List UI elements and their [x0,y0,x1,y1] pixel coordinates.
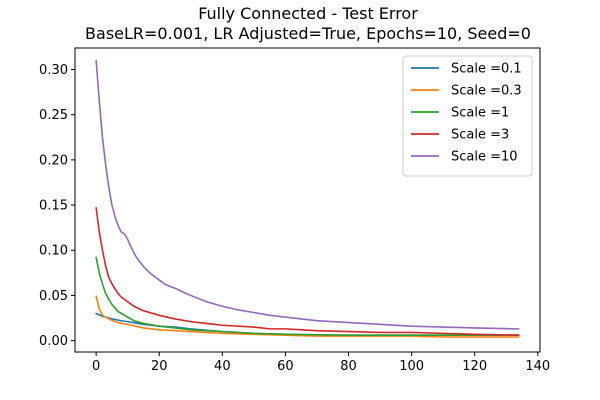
x-tick-label: 0 [92,359,100,374]
legend-label-3: Scale =3 [451,128,509,143]
y-tick-label: 0.00 [39,334,68,349]
y-tick-label: 0.05 [39,289,68,304]
series-line-1 [95,295,520,338]
legend-label-2: Scale =1 [451,106,509,121]
legend-label-4: Scale =10 [451,150,518,165]
x-tick-label: 80 [340,359,357,374]
x-tick-label: 20 [151,359,168,374]
series-line-4 [95,59,520,330]
y-tick-label: 0.20 [39,153,68,168]
y-tick-label: 0.30 [39,63,68,78]
x-tick-label: 140 [525,359,550,374]
legend-label-1: Scale =0.3 [451,84,522,99]
y-tick-label: 0.10 [39,244,68,259]
y-tick-label: 0.25 [39,108,68,123]
x-tick-label: 120 [462,359,487,374]
legend-label-0: Scale =0.1 [451,62,522,77]
chart-title: Fully Connected - Test Error [198,4,418,23]
x-tick-label: 100 [399,359,424,374]
legend: Scale =0.1 Scale =0.3 Scale =1 Scale =3 Scal… [402,55,533,177]
axes-frame [74,47,541,353]
axes: 0 20 40 60 80 100 120 140 0.00 0.05 0.10 0.15 0.20 0.… [39,47,550,374]
chart-subtitle: BaseLR=0.001, LR Adjusted=True, Epochs=1… [85,24,531,43]
y-tick-label: 0.15 [39,199,68,214]
series-line-3 [95,206,520,336]
plot-area [95,59,520,338]
series-line-2 [95,256,520,336]
x-tick-label: 40 [214,359,231,374]
x-tick-label: 60 [277,359,294,374]
legend-box [402,55,533,177]
